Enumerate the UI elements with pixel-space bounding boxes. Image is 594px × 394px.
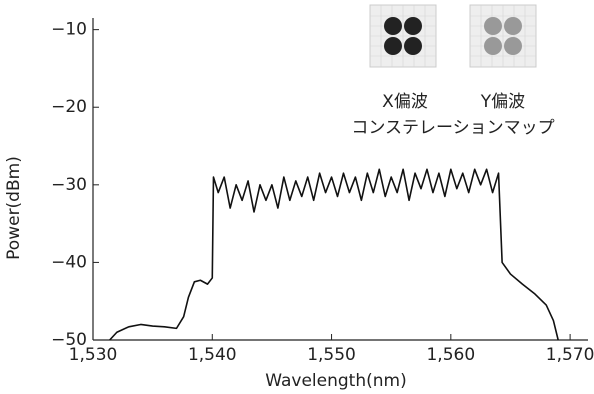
x-tick-label: 1,540 <box>188 345 237 365</box>
annotation: X偏波 <box>382 92 428 112</box>
annotation: コンステレーションマップ <box>351 118 554 138</box>
constellation-y <box>470 5 536 67</box>
x-axis-label: Wavelength(nm) <box>265 371 406 390</box>
x-tick-label: 1,550 <box>307 345 356 365</box>
page: X偏波 Y偏波 コンステレーションマップ Wavelength(nm) Powe… <box>0 0 594 394</box>
y-tick-label: −20 <box>51 97 87 117</box>
x-tick-label: 1,530 <box>69 345 118 365</box>
x-tick-label: 1,560 <box>426 345 475 365</box>
chart: X偏波 Y偏波 コンステレーションマップ Wavelength(nm) Powe… <box>0 0 594 390</box>
x-tick-label: 1,570 <box>546 345 594 365</box>
y-tick-label: −30 <box>51 175 87 195</box>
y-tick-label: −40 <box>51 252 87 272</box>
constellation-x <box>370 5 436 67</box>
annotation: Y偏波 <box>480 92 525 112</box>
spectrum-line <box>110 169 558 340</box>
y-axis-label: Power(dBm) <box>4 156 24 260</box>
y-tick-label: −10 <box>51 20 87 40</box>
